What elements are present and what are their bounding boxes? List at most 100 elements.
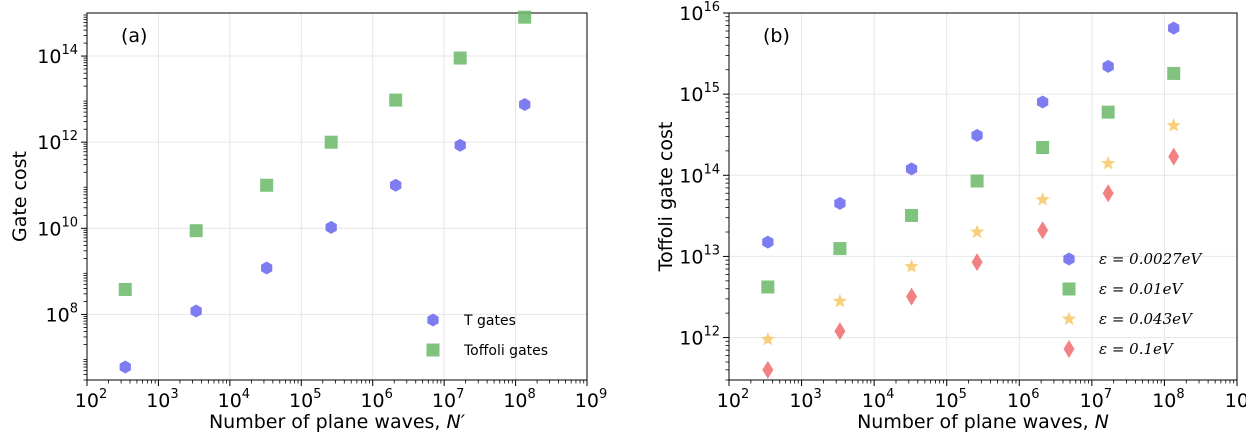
x-tick-label: 109	[1225, 387, 1246, 412]
axis-ticks	[723, 12, 1238, 386]
y-tick-label: 1012	[37, 129, 78, 154]
data-point	[834, 322, 846, 341]
data-point	[971, 128, 983, 142]
y-tick-label: 1014	[679, 162, 720, 187]
x-tick-label: 102	[717, 387, 749, 412]
data-point	[761, 280, 775, 294]
panel-label: (b)	[763, 25, 790, 47]
data-point	[970, 174, 984, 188]
data-point	[324, 135, 338, 149]
data-point	[261, 261, 273, 275]
series-diamond	[762, 147, 1180, 379]
data-point	[1168, 147, 1180, 166]
data-point	[1102, 184, 1114, 203]
data-point	[1102, 59, 1114, 73]
legend-marker	[426, 343, 440, 357]
data-point	[518, 10, 532, 24]
x-tick-label: 106	[360, 387, 392, 412]
data-point	[1037, 221, 1049, 240]
x-tick-label: 104	[218, 387, 250, 412]
legend-marker	[1063, 340, 1075, 358]
x-tick-label: 103	[146, 387, 178, 412]
data-point	[905, 208, 919, 222]
legend-label: Toffoli gates	[463, 343, 548, 359]
y-axis-title: Gate cost	[9, 151, 31, 242]
x-tick-label: 108	[503, 387, 535, 412]
axis-ticks	[81, 14, 588, 386]
data-point	[971, 253, 983, 272]
data-point	[762, 360, 774, 379]
legend-marker	[1062, 282, 1076, 296]
legend: T gates Toffoli gates	[426, 313, 548, 359]
data-point	[260, 178, 274, 192]
series-square	[118, 10, 532, 296]
panel-label: (a)	[121, 25, 147, 47]
data-point	[1101, 105, 1115, 119]
data-point	[904, 259, 919, 273]
legend-label: T gates	[463, 313, 516, 329]
x-tick-label: 107	[1080, 387, 1112, 412]
data-point	[119, 360, 131, 374]
legend-label: ε = 0.0027eV	[1099, 250, 1204, 268]
plot-frame	[86, 12, 588, 381]
y-tick-label: 1016	[679, 0, 720, 25]
x-tick-label: 107	[432, 387, 464, 412]
x-tick-label: 103	[789, 387, 821, 412]
x-tick-label: 102	[75, 387, 107, 412]
data-point	[390, 178, 402, 192]
data-point	[905, 162, 918, 176]
data-point	[389, 93, 403, 107]
data-point	[453, 51, 467, 65]
x-tick-label: 105	[289, 387, 321, 412]
data-point	[834, 196, 846, 210]
grid	[86, 13, 588, 380]
x-tick-label: 106	[1007, 387, 1039, 412]
y-tick-label: 1012	[679, 325, 720, 350]
x-tick-label: 109	[575, 387, 607, 412]
x-tick-label: 104	[862, 387, 894, 412]
chart-panel-b: 102 103 104 105 106 107 108 109 1012 1013 1014 1015…	[655, 0, 1246, 432]
data-point	[454, 138, 466, 152]
series-hexagon	[762, 21, 1180, 249]
series-hexagon	[119, 98, 531, 374]
data-point	[832, 293, 848, 308]
data-point	[906, 287, 918, 306]
data-point	[1166, 118, 1181, 132]
y-tick-label: 1015	[679, 81, 720, 106]
data-point	[1036, 141, 1050, 155]
legend-label: ε = 0.01eV	[1099, 280, 1184, 298]
data-point	[760, 331, 775, 346]
y-tick-label: 1014	[37, 43, 78, 68]
x-tick-label: 105	[934, 387, 966, 412]
y-tick-label: 108	[46, 301, 78, 326]
plot-frame	[728, 12, 1238, 381]
data-point	[1168, 21, 1180, 35]
legend-marker	[1061, 311, 1077, 326]
legend-label: ε = 0.043eV	[1099, 310, 1194, 328]
data-point	[1101, 155, 1116, 170]
legend-marker	[1063, 252, 1075, 266]
x-axis-title: Number of plane waves, N	[857, 411, 1109, 432]
data-point	[325, 220, 337, 234]
data-point	[762, 235, 774, 249]
data-point	[1035, 192, 1050, 206]
data-point	[833, 242, 847, 256]
data-point	[1167, 66, 1181, 80]
data-point	[519, 98, 531, 111]
chart-panel-a: 102 103 104 105 106 107 108 109 108 1010 1012 1014 (…	[9, 10, 607, 432]
data-point	[969, 224, 985, 239]
data-point	[118, 282, 132, 296]
legend: ε = 0.0027eV ε = 0.01eV ε = 0.043eV ε = 0.1…	[1061, 250, 1204, 358]
data-point	[1037, 95, 1049, 109]
y-tick-label: 1013	[679, 243, 720, 268]
data-point	[190, 304, 202, 318]
series-star	[760, 118, 1181, 346]
y-tick-label: 1010	[37, 215, 78, 240]
x-tick-label: 108	[1152, 387, 1184, 412]
x-axis-title: Number of plane waves, N′	[209, 411, 466, 432]
series-square	[761, 66, 1181, 294]
legend-marker	[427, 313, 439, 327]
data-point	[189, 224, 203, 238]
legend-label: ε = 0.1eV	[1099, 340, 1175, 358]
